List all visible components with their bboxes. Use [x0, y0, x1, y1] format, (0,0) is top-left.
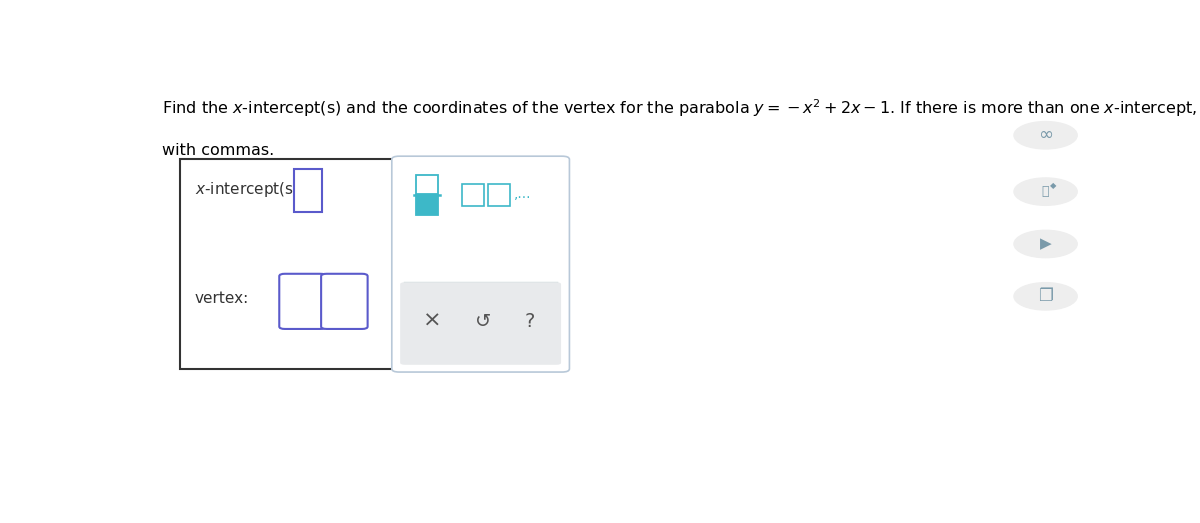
Circle shape [1014, 121, 1078, 149]
FancyBboxPatch shape [416, 175, 438, 195]
FancyBboxPatch shape [400, 282, 562, 365]
Text: ◆: ◆ [1050, 181, 1056, 190]
Text: $x$-intercept(s):: $x$-intercept(s): [194, 180, 304, 199]
FancyBboxPatch shape [294, 169, 322, 212]
Text: vertex:: vertex: [194, 291, 248, 306]
Circle shape [1014, 282, 1078, 310]
Text: ▶: ▶ [1039, 236, 1051, 252]
Text: ⬜: ⬜ [1042, 185, 1049, 198]
FancyBboxPatch shape [487, 184, 510, 206]
Text: ,...: ,... [514, 187, 532, 201]
Text: ∞: ∞ [1038, 126, 1054, 144]
Text: with commas.: with commas. [162, 143, 275, 158]
FancyBboxPatch shape [391, 156, 570, 372]
Text: ❐: ❐ [1038, 287, 1054, 305]
Text: ×: × [422, 311, 442, 331]
FancyBboxPatch shape [280, 274, 325, 329]
FancyBboxPatch shape [180, 160, 408, 369]
Text: ↺: ↺ [475, 312, 491, 331]
FancyBboxPatch shape [462, 184, 484, 206]
Text: Find the $x$-intercept(s) and the coordinates of the vertex for the parabola $y=: Find the $x$-intercept(s) and the coordi… [162, 97, 1200, 119]
FancyBboxPatch shape [416, 195, 438, 214]
Text: ?: ? [524, 312, 535, 331]
Circle shape [1014, 178, 1078, 206]
Circle shape [1014, 230, 1078, 258]
FancyBboxPatch shape [322, 274, 367, 329]
